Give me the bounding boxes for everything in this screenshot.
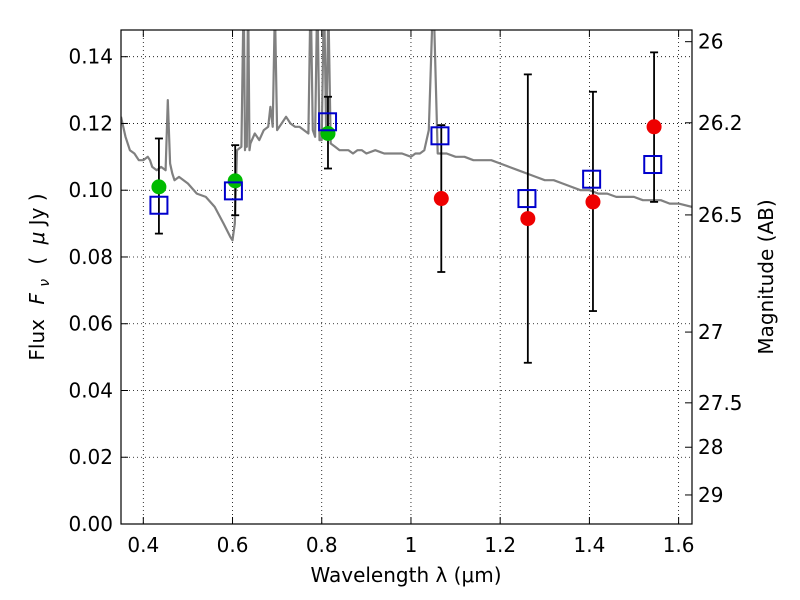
right-axis-label: Magnitude (AB) bbox=[754, 199, 778, 354]
y-axis-label-unit-mu: μ bbox=[25, 232, 49, 246]
data-point bbox=[585, 194, 601, 210]
right-tick-label: 27 bbox=[698, 320, 723, 344]
right-tick-label: 27.5 bbox=[698, 391, 743, 415]
model-square bbox=[223, 181, 243, 201]
model-square bbox=[318, 112, 338, 132]
x-tick-label: 1 bbox=[405, 533, 418, 557]
y-tick-label: 0.10 bbox=[68, 178, 113, 202]
data-point bbox=[320, 125, 336, 141]
x-tick-label: 0.4 bbox=[127, 533, 159, 557]
y-axis-label: Flux F ν ( μ Jy ) bbox=[25, 193, 54, 360]
ticks: 0.4 0.6 0.8 1 1.2 1.4 1.6 0.00 0.02 0.04 0.06 0.08 0… bbox=[68, 30, 742, 557]
model-square bbox=[149, 195, 169, 215]
spectrum-line bbox=[121, 30, 692, 242]
model-square bbox=[582, 169, 602, 189]
model-square bbox=[643, 155, 663, 175]
grid bbox=[121, 30, 692, 525]
data-point bbox=[227, 173, 243, 189]
y-tick-label: 0.00 bbox=[68, 512, 113, 536]
y-axis-label-subscript: ν bbox=[37, 279, 53, 287]
x-tick-label: 1.6 bbox=[663, 533, 695, 557]
y-axis-label-unit-rest: Jy ) bbox=[25, 193, 49, 227]
x-tick-label: 1.2 bbox=[484, 533, 516, 557]
x-tick-label: 1.4 bbox=[573, 533, 605, 557]
data-point bbox=[520, 211, 536, 227]
data-layer bbox=[121, 30, 692, 364]
right-tick-label: 26.5 bbox=[698, 203, 743, 227]
x-tick-label: 0.6 bbox=[217, 533, 249, 557]
model-square bbox=[430, 126, 450, 146]
right-tick-label: 26 bbox=[698, 30, 723, 54]
y-tick-label: 0.04 bbox=[68, 378, 113, 402]
y-tick-label: 0.08 bbox=[68, 245, 113, 269]
y-tick-label: 0.12 bbox=[68, 111, 113, 135]
plot-frame bbox=[120, 29, 693, 525]
y-tick-label: 0.14 bbox=[68, 45, 113, 69]
y-axis-label-symbol: F bbox=[25, 293, 49, 305]
data-point bbox=[433, 191, 449, 207]
y-axis-label-unit-open: ( bbox=[25, 257, 49, 265]
right-tick-label: 26.2 bbox=[698, 111, 743, 135]
model-square bbox=[517, 189, 537, 209]
y-tick-label: 0.02 bbox=[68, 445, 113, 469]
data-point bbox=[151, 179, 167, 195]
y-tick-label: 0.06 bbox=[68, 312, 113, 336]
x-axis-label: Wavelength λ (μm) bbox=[310, 563, 501, 587]
data-point bbox=[646, 119, 662, 135]
right-tick-label: 28 bbox=[698, 435, 723, 459]
x-tick-label: 0.8 bbox=[306, 533, 338, 557]
right-tick-label: 29 bbox=[698, 483, 723, 507]
y-axis-label-prefix: Flux bbox=[25, 319, 49, 361]
